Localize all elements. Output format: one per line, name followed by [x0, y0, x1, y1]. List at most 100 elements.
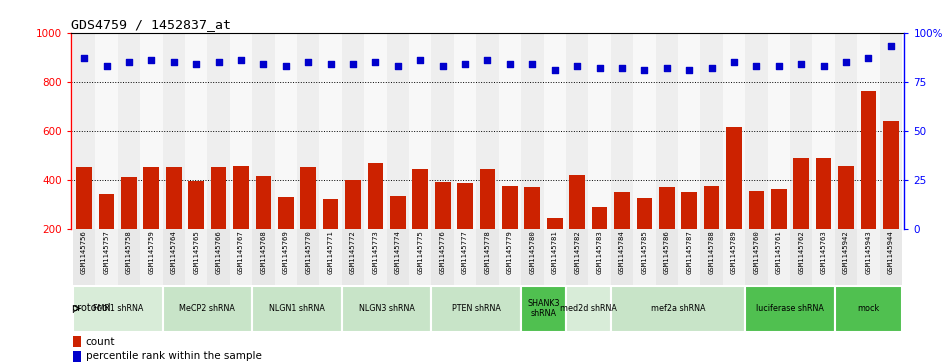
Text: GSM1145777: GSM1145777 — [463, 231, 468, 274]
Bar — [790, 229, 812, 285]
Bar — [73, 351, 81, 362]
Text: GSM1145942: GSM1145942 — [843, 231, 849, 274]
Text: GSM1145779: GSM1145779 — [507, 231, 512, 274]
Text: PTEN shRNA: PTEN shRNA — [452, 304, 501, 313]
Bar — [413, 169, 428, 278]
Bar — [566, 229, 589, 285]
Text: GSM1145781: GSM1145781 — [552, 231, 558, 274]
Point — [435, 63, 450, 69]
Point — [592, 65, 607, 71]
Text: GSM1145760: GSM1145760 — [754, 231, 759, 274]
Bar — [477, 33, 498, 229]
Bar — [365, 33, 386, 229]
Text: GSM1145782: GSM1145782 — [574, 231, 580, 274]
Bar — [835, 229, 857, 285]
Point — [682, 67, 697, 73]
Point — [502, 61, 517, 67]
Bar — [319, 229, 342, 285]
Text: NLGN3 shRNA: NLGN3 shRNA — [359, 304, 414, 313]
Bar — [166, 167, 182, 278]
Point — [211, 59, 226, 65]
Bar — [386, 229, 409, 285]
Bar — [521, 33, 544, 229]
Text: GSM1145774: GSM1145774 — [395, 231, 401, 274]
Bar — [745, 286, 835, 331]
Bar — [771, 189, 787, 278]
Bar — [140, 33, 163, 229]
Point — [794, 61, 809, 67]
Bar — [365, 229, 386, 285]
Bar — [768, 33, 790, 229]
Text: GSM1145789: GSM1145789 — [731, 231, 737, 274]
Text: MeCP2 shRNA: MeCP2 shRNA — [179, 304, 236, 313]
Bar — [300, 167, 317, 278]
Point — [234, 57, 249, 63]
Bar — [521, 286, 566, 331]
Text: GSM1145769: GSM1145769 — [283, 231, 289, 274]
Text: GSM1145944: GSM1145944 — [888, 231, 894, 274]
Bar — [678, 33, 701, 229]
Bar — [118, 229, 140, 285]
Point — [547, 67, 562, 73]
Text: count: count — [86, 337, 115, 347]
Bar — [163, 229, 185, 285]
Bar — [566, 33, 589, 229]
Text: GSM1145773: GSM1145773 — [372, 231, 379, 274]
Bar — [547, 218, 562, 278]
Bar — [614, 192, 630, 278]
Text: GSM1145765: GSM1145765 — [193, 231, 199, 274]
Bar — [207, 229, 230, 285]
Bar — [431, 229, 454, 285]
Text: GSM1145943: GSM1145943 — [866, 231, 871, 274]
Text: GSM1145784: GSM1145784 — [619, 231, 625, 274]
Bar — [252, 229, 274, 285]
Bar — [255, 176, 271, 278]
Point — [816, 63, 831, 69]
Bar — [73, 336, 81, 347]
Bar — [589, 229, 610, 285]
Bar — [525, 187, 540, 278]
Bar — [274, 229, 297, 285]
Bar — [502, 186, 518, 278]
Point — [637, 67, 652, 73]
Bar — [678, 229, 701, 285]
Bar — [390, 196, 406, 278]
Bar — [610, 229, 633, 285]
Bar — [633, 229, 656, 285]
Bar — [835, 286, 902, 331]
Bar — [592, 207, 608, 278]
Bar — [701, 229, 723, 285]
Point — [188, 61, 203, 67]
Point — [884, 44, 899, 49]
Text: GSM1145757: GSM1145757 — [104, 231, 109, 274]
Bar — [454, 229, 477, 285]
Bar — [274, 33, 297, 229]
Text: GSM1145772: GSM1145772 — [350, 231, 356, 274]
Bar — [297, 229, 319, 285]
Bar — [278, 197, 294, 278]
Bar — [544, 33, 566, 229]
Bar — [477, 229, 498, 285]
Bar — [386, 33, 409, 229]
Bar — [211, 167, 226, 278]
Bar — [319, 33, 342, 229]
Point — [323, 61, 338, 67]
Point — [861, 55, 876, 61]
Point — [166, 59, 181, 65]
Bar — [768, 229, 790, 285]
Bar — [163, 33, 185, 229]
Bar — [143, 167, 159, 278]
Bar — [342, 229, 365, 285]
Text: luciferase shRNA: luciferase shRNA — [756, 304, 824, 313]
Bar — [857, 33, 880, 229]
Bar — [252, 286, 342, 331]
Bar — [323, 199, 338, 278]
Text: GSM1145776: GSM1145776 — [440, 231, 446, 274]
Text: GSM1145788: GSM1145788 — [708, 231, 715, 274]
Text: GSM1145762: GSM1145762 — [798, 231, 804, 274]
Bar — [367, 163, 383, 278]
Bar — [521, 229, 544, 285]
Bar — [656, 229, 678, 285]
Text: mef2a shRNA: mef2a shRNA — [651, 304, 706, 313]
Point — [749, 63, 764, 69]
